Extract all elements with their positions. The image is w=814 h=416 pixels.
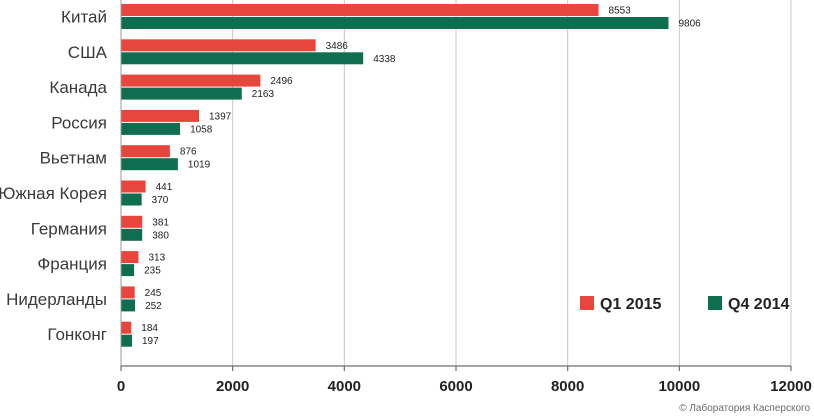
bar-q4-2014 xyxy=(121,299,136,312)
data-label: 441 xyxy=(156,182,173,193)
category-label: Южная Корея xyxy=(0,184,107,203)
bar-q4-2014 xyxy=(121,52,364,65)
bar-q4-2014 xyxy=(121,193,142,206)
legend-swatch-q4-2014 xyxy=(708,296,722,310)
data-label: 1019 xyxy=(188,160,211,171)
data-label: 8553 xyxy=(609,6,632,17)
data-label: 9806 xyxy=(679,19,702,30)
data-label: 1058 xyxy=(190,124,213,135)
bar-q1-2015 xyxy=(121,39,316,52)
data-label: 235 xyxy=(144,266,161,277)
data-label: 2496 xyxy=(270,76,293,87)
x-axis: 0 2000 4000 6000 8000 10000 12000 xyxy=(117,0,812,395)
legend: Q1 2015 Q4 2014 xyxy=(580,296,789,313)
data-label: 245 xyxy=(145,288,162,299)
bar-q1-2015 xyxy=(121,286,135,299)
bar-q4-2014 xyxy=(121,228,143,241)
x-tick-label: 0 xyxy=(117,378,125,395)
data-label: 381 xyxy=(152,217,169,228)
bar-q4-2014 xyxy=(121,87,242,100)
category-label: Канада xyxy=(49,78,107,97)
category-label: Китай xyxy=(61,8,107,27)
category-label: Нидерланды xyxy=(6,290,107,309)
category-label: Вьетнам xyxy=(40,149,107,168)
bar-q1-2015 xyxy=(121,180,146,193)
data-label: 313 xyxy=(148,253,165,264)
data-label: 184 xyxy=(141,323,158,334)
category-label: США xyxy=(68,43,108,62)
bar-q1-2015 xyxy=(121,145,170,158)
data-label: 2163 xyxy=(252,89,275,100)
x-tick-label: 8000 xyxy=(551,378,584,395)
category-label: Гонконг xyxy=(47,325,107,344)
bar-q1-2015 xyxy=(121,215,143,228)
bar-q1-2015 xyxy=(121,321,132,334)
data-label: 252 xyxy=(145,301,162,312)
category-label: Германия xyxy=(31,219,107,238)
data-label: 4338 xyxy=(373,54,396,65)
bar-q4-2014 xyxy=(121,334,132,347)
labels: Китай 8553 9806 США 3486 4338 Канада 2496 2163 Ро… xyxy=(0,6,701,348)
bar-q4-2014 xyxy=(121,264,135,277)
data-label: 370 xyxy=(152,195,169,206)
data-label: 1397 xyxy=(209,111,232,122)
bar-q4-2014 xyxy=(121,158,178,171)
x-tick-label: 2000 xyxy=(216,378,249,395)
category-label: Россия xyxy=(51,113,107,132)
x-tick-label: 6000 xyxy=(439,378,472,395)
legend-swatch-q1-2015 xyxy=(580,296,594,310)
data-label: 380 xyxy=(152,230,169,241)
x-tick-label: 10000 xyxy=(658,378,700,395)
legend-label-q4-2014: Q4 2014 xyxy=(728,296,789,313)
bar-q1-2015 xyxy=(121,251,139,264)
bar-q1-2015 xyxy=(121,4,599,16)
bars xyxy=(121,4,669,347)
bar-q1-2015 xyxy=(121,109,199,122)
bar-q1-2015 xyxy=(121,74,261,87)
x-tick-label: 12000 xyxy=(770,378,812,395)
bar-q4-2014 xyxy=(121,122,181,135)
category-label: Франция xyxy=(37,255,107,274)
data-label: 3486 xyxy=(326,41,349,52)
data-label: 876 xyxy=(180,147,197,158)
copyright-credit: © Лаборатория Касперского xyxy=(679,402,810,414)
legend-label-q1-2015: Q1 2015 xyxy=(600,296,661,313)
x-tick-label: 4000 xyxy=(328,378,361,395)
bar-q4-2014 xyxy=(121,17,669,29)
data-label: 197 xyxy=(142,336,159,347)
